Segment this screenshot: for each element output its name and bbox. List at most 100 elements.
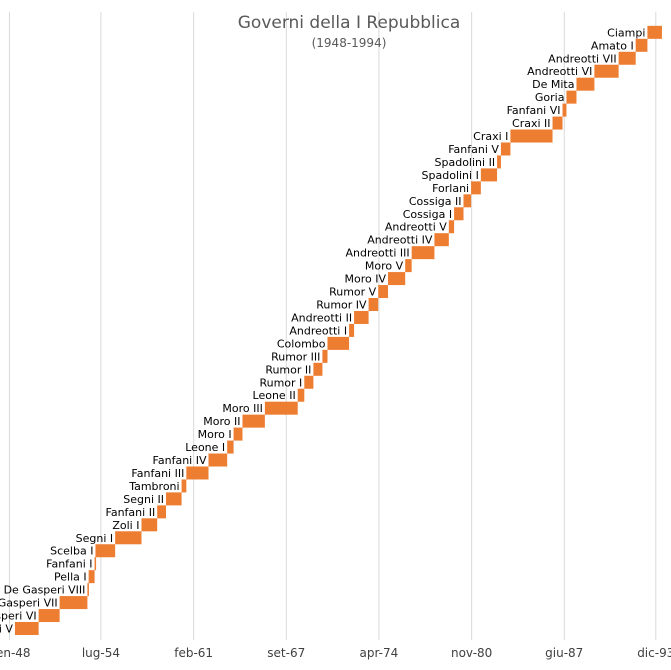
gov-bar: [349, 323, 355, 337]
gov-label: Fanfani V: [448, 143, 499, 156]
gov-label: Moro I: [198, 428, 232, 441]
gov-label: Andreotti II: [291, 311, 352, 324]
gov-bar: [471, 181, 481, 195]
x-tick-label: giu-87: [545, 646, 583, 660]
gov-label: Andreotti V: [385, 221, 447, 234]
gov-label: Moro II: [203, 415, 240, 428]
gov-label: Rumor III: [271, 350, 320, 363]
gov-label: Rumor V: [329, 286, 377, 299]
gov-bar: [562, 103, 567, 117]
gov-bar: [411, 246, 435, 260]
gov-bar: [59, 596, 88, 610]
x-tick-label: dic-93: [637, 646, 671, 660]
gov-bar: [566, 90, 577, 104]
gov-bar: [87, 583, 89, 597]
gov-bar: [242, 414, 265, 428]
gov-bar: [463, 194, 472, 208]
gov-bar: [88, 570, 95, 584]
gov-bar: [594, 64, 619, 78]
gov-label: Andreotti VII: [548, 52, 616, 65]
gov-label: Rumor II: [265, 363, 311, 376]
gov-bar: [181, 479, 187, 493]
gov-label: Leone II: [253, 389, 296, 402]
gov-bar: [115, 531, 142, 545]
x-tick-label: gen-48: [0, 646, 31, 660]
gov-label: Fanfani III: [131, 467, 184, 480]
gov-label: Pella I: [54, 571, 87, 584]
gov-bar: [322, 349, 328, 363]
gov-bar: [157, 505, 167, 519]
gov-bar: [264, 401, 298, 415]
gov-label: Andreotti VI: [527, 65, 592, 78]
gov-label: De Gasperi V: [0, 623, 13, 636]
x-tick-label: feb-61: [174, 646, 213, 660]
gov-label: De Gasperi VII: [0, 597, 58, 610]
x-tick-label: set-67: [267, 646, 305, 660]
gov-bar: [576, 77, 595, 91]
gov-label: Colombo: [277, 337, 326, 350]
gov-bar: [388, 272, 406, 286]
gov-bar: [227, 440, 234, 454]
gov-bar: [208, 453, 228, 467]
gov-bar: [313, 362, 323, 376]
gov-bar: [552, 116, 563, 130]
gov-bar: [434, 233, 449, 247]
gov-label: Fanfani II: [106, 506, 156, 519]
gov-label: Craxi I: [473, 130, 508, 143]
gov-label: Scelba I: [50, 545, 93, 558]
gov-label: Forlani: [432, 182, 469, 195]
gov-bar: [405, 259, 412, 273]
chart-subtitle: (1948-1994): [312, 36, 387, 50]
gov-bar: [378, 285, 389, 299]
x-axis-ticks: gen-48 lug-54 feb-61 set-67 apr-74 nov-80 giu-…: [0, 646, 671, 660]
gov-label: Cossiga I: [403, 208, 452, 221]
gov-label: Andreotti I: [289, 324, 347, 337]
gov-label: Fanfani IV: [153, 454, 207, 467]
gov-label: Spadolini I: [422, 169, 479, 182]
gov-label: Rumor IV: [316, 299, 367, 312]
gov-label: De Gasperi VI: [0, 610, 37, 623]
gov-label: Craxi II: [512, 117, 551, 130]
gov-bar: [500, 142, 511, 156]
gov-label: Ciampi: [607, 26, 645, 39]
gov-bar: [448, 220, 455, 234]
gov-bar: [480, 168, 498, 182]
gov-bar: [304, 375, 314, 389]
chart-title: Governi della I Repubblica: [238, 13, 461, 33]
x-tick-label: nov-80: [451, 646, 492, 660]
gov-bar: [618, 51, 636, 65]
gov-label: Amato I: [591, 39, 634, 52]
gov-bar: [95, 544, 116, 558]
gov-label: Andreotti IV: [367, 234, 433, 247]
bar-labels: De Gasperi VDe Gasperi VIDe Gasperi VIID…: [0, 26, 645, 635]
gov-bar: [186, 466, 209, 480]
gov-bar: [233, 427, 243, 441]
gov-label: Moro IV: [345, 273, 387, 286]
gov-bar: [510, 129, 553, 143]
bars: [14, 25, 662, 635]
gov-label: Leone I: [185, 441, 225, 454]
gov-label: De Mita: [532, 78, 574, 91]
gov-label: Segni I: [76, 532, 114, 545]
gov-label: Moro V: [365, 260, 404, 273]
gov-bar: [14, 622, 39, 635]
gov-bar: [166, 492, 182, 506]
gov-label: Tambroni: [128, 480, 179, 493]
gov-label: Zoli I: [112, 519, 139, 532]
gov-label: Rumor I: [259, 376, 302, 389]
gov-bar: [297, 388, 305, 402]
gov-label: Segni II: [123, 493, 164, 506]
gridlines: [8, 12, 657, 640]
gov-label: Spadolini II: [435, 156, 496, 169]
gov-bar: [354, 310, 369, 324]
gov-label: De Gasperi VIII: [4, 584, 86, 597]
x-tick-label: apr-74: [360, 646, 399, 660]
gov-bar: [635, 38, 648, 52]
gov-label: Fanfani VI: [507, 104, 561, 117]
gov-bar: [38, 609, 60, 623]
gov-bar: [141, 518, 158, 532]
gov-label: Andreotti III: [346, 247, 410, 260]
gov-bar: [327, 336, 350, 350]
gov-bar: [497, 155, 501, 169]
